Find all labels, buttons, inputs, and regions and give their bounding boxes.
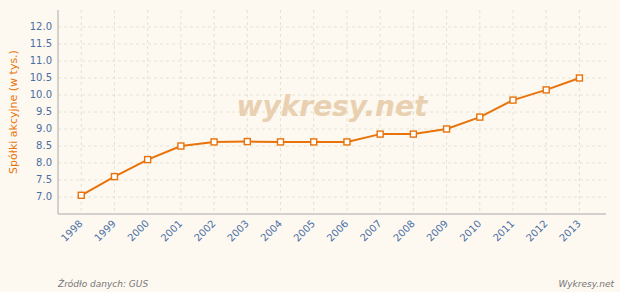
source: Źródło danych: GUS xyxy=(57,278,148,289)
x-tick-label: 2004 xyxy=(258,218,284,244)
y-grid-line xyxy=(58,61,606,62)
y-grid-line xyxy=(58,27,606,28)
y-tick-label: 11.0 xyxy=(30,55,52,66)
point xyxy=(278,139,284,145)
x-tick-label: 2011 xyxy=(491,218,517,244)
x-grid-line xyxy=(479,10,480,214)
point xyxy=(344,139,350,145)
x-tick-label: 2003 xyxy=(225,218,251,244)
y-tick-label: 9.5 xyxy=(36,106,52,117)
point xyxy=(410,131,416,137)
y-grid-line xyxy=(58,44,606,45)
x-tick-label: 2006 xyxy=(325,218,351,244)
y-tick-label: 9.0 xyxy=(36,123,52,134)
x-tick-label: 2002 xyxy=(192,218,218,244)
x-grid-line xyxy=(147,10,148,214)
x-tick-label: 2000 xyxy=(125,218,151,244)
x-tick-label: 2007 xyxy=(358,218,384,244)
y-grid-line xyxy=(58,197,606,198)
y-tick-label: 10.5 xyxy=(30,72,52,83)
y-grid-line xyxy=(58,180,606,181)
y-tick-label: 11.5 xyxy=(30,38,52,49)
x-grid-line xyxy=(513,10,514,214)
chart: 7.0 7.5 8.0 8.5 9.0 9.5 10.0 10.5 11.0 11.5 12.0 19… xyxy=(0,0,620,292)
x-tick-label: 2012 xyxy=(524,218,550,244)
point xyxy=(510,97,516,103)
y-grid-line xyxy=(58,129,606,130)
x-axis-line xyxy=(58,214,606,215)
point xyxy=(377,131,383,137)
x-grid-line xyxy=(214,10,215,214)
watermark: wykresy.net xyxy=(237,90,429,123)
y-tick-label: 7.0 xyxy=(36,191,52,202)
point xyxy=(78,192,84,198)
y-tick-label: 10.0 xyxy=(30,89,52,100)
x-grid-line xyxy=(546,10,547,214)
logo: Wykresy.net xyxy=(558,279,614,289)
axes: 7.0 7.5 8.0 8.5 9.0 9.5 10.0 10.5 11.0 11.5 12.0 19… xyxy=(30,10,606,244)
x-grid-line xyxy=(81,10,82,214)
y-axis-label: Spółki akcyjne (w tys.) xyxy=(7,50,20,174)
x-grid-line xyxy=(180,10,181,214)
x-grid-line xyxy=(579,10,580,214)
line xyxy=(81,78,579,195)
y-grid-line xyxy=(58,78,606,79)
x-tick-label: 2010 xyxy=(458,218,484,244)
point xyxy=(543,87,549,93)
x-tick-label: 1999 xyxy=(92,218,118,244)
point xyxy=(311,139,317,145)
y-tick-label: 8.0 xyxy=(36,157,52,168)
point xyxy=(211,139,217,145)
x-tick-label: 2001 xyxy=(159,218,185,244)
point xyxy=(244,139,250,145)
background xyxy=(0,0,620,292)
y-tick-label: 8.5 xyxy=(36,140,52,151)
grid xyxy=(58,10,606,214)
x-grid-line xyxy=(446,10,447,214)
series xyxy=(78,75,582,198)
y-tick-label: 7.5 xyxy=(36,174,52,185)
point xyxy=(178,143,184,149)
y-grid-line xyxy=(58,146,606,147)
x-tick-label: 2008 xyxy=(391,218,417,244)
point xyxy=(111,174,117,180)
y-axis-line xyxy=(58,10,59,214)
x-tick-label: 2005 xyxy=(291,218,317,244)
point xyxy=(576,75,582,81)
point xyxy=(145,157,151,163)
y-tick-label: 12.0 xyxy=(30,21,52,32)
x-tick-label: 1998 xyxy=(59,218,85,244)
x-tick-label: 2009 xyxy=(424,218,450,244)
x-grid-line xyxy=(114,10,115,214)
point xyxy=(444,126,450,132)
x-tick-label: 2013 xyxy=(557,218,583,244)
point xyxy=(477,114,483,120)
